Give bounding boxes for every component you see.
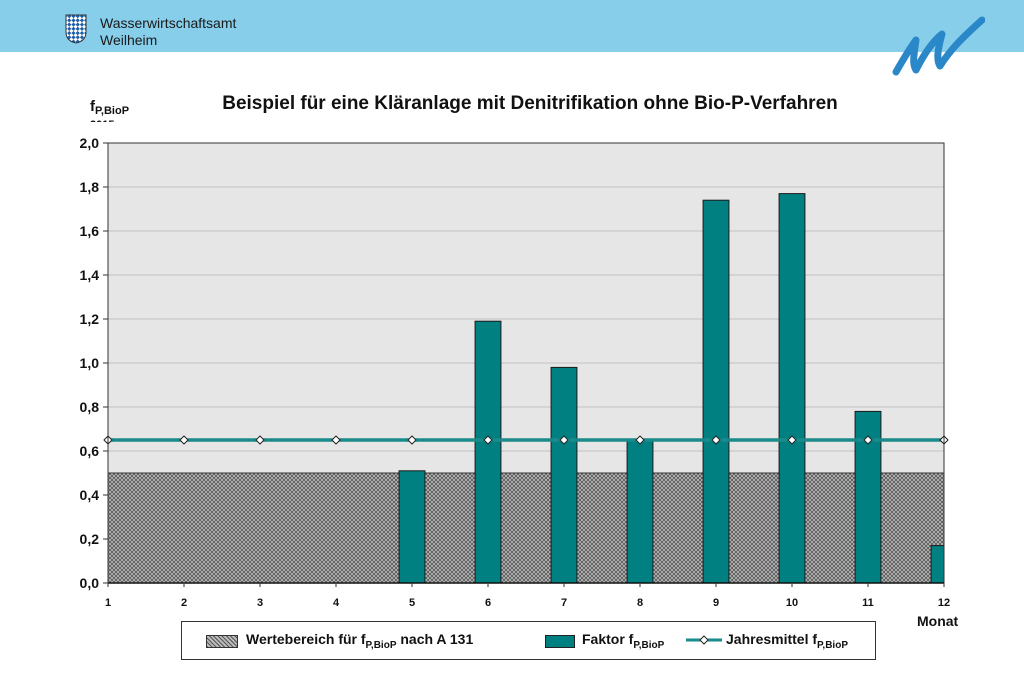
x-tick-label: 7 xyxy=(561,597,567,609)
y-axis-label: fP,BioP 2015 xyxy=(90,98,129,122)
mean-line-marker xyxy=(483,435,493,445)
bar xyxy=(626,439,654,584)
y-tick-label: 1,4 xyxy=(80,267,100,283)
legend-range-band-suffix: nach A 131 xyxy=(396,631,474,647)
bar xyxy=(702,199,730,584)
x-tick-label: 3 xyxy=(257,597,263,609)
y-tick-labels: 0,0 0,2 0,4 0,6 0,8 1,0 1,2 1,4 1,6 1,8 2,0 xyxy=(80,135,100,591)
header-bar: Wasserwirtschaftsamt Weilheim xyxy=(0,0,1024,76)
x-tick-labels: 1 2 3 4 5 6 7 8 9 10 11 12 xyxy=(105,583,950,609)
y-tick-label: 2,0 xyxy=(80,135,100,151)
axes xyxy=(107,142,945,584)
legend-item-line: Jahresmittel fP,BioP xyxy=(726,631,848,651)
mean-line-marker xyxy=(255,435,265,445)
x-tick-label: 1 xyxy=(105,597,111,609)
legend-item-bar: Faktor fP,BioP xyxy=(582,631,664,651)
x-tick-label: 4 xyxy=(333,597,340,609)
y-axis-label-sub: P,BioP xyxy=(95,105,130,117)
y-axis-label-clipped: 2015 xyxy=(90,120,129,122)
legend-line-sub: P,BioP xyxy=(817,639,848,651)
legend-range-band-name: Wertebereich für f xyxy=(246,631,366,647)
x-tick-label: 6 xyxy=(485,597,491,609)
y-tick-label: 0,6 xyxy=(80,443,100,459)
legend-bar-sub: P,BioP xyxy=(633,639,665,651)
legend-swatch-line xyxy=(686,635,722,645)
x-tick-label: 12 xyxy=(938,597,950,609)
bar xyxy=(550,366,578,584)
y-tick-label: 1,2 xyxy=(80,311,100,327)
chart-title: Beispiel für eine Kläranlage mit Denitri… xyxy=(222,93,838,114)
legend-swatch-bar xyxy=(545,635,575,648)
range-band xyxy=(107,472,945,584)
mean-line-marker xyxy=(635,435,645,445)
y-tick-label: 0,0 xyxy=(80,575,100,591)
wwa-wave-logo-icon xyxy=(892,16,985,76)
mean-line-series xyxy=(103,435,949,445)
y-tick-label: 0,8 xyxy=(80,399,100,415)
legend: Wertebereich für fP,BioP nach A 131 Fakt… xyxy=(181,621,876,660)
mean-line-marker xyxy=(559,435,569,445)
mean-line-marker xyxy=(863,435,873,445)
bar xyxy=(398,470,426,584)
y-tick-label: 1,8 xyxy=(80,179,100,195)
y-axis-label-base: f xyxy=(90,98,95,115)
organization-name-line2: Weilheim xyxy=(100,32,158,48)
x-tick-label: 2 xyxy=(181,597,187,609)
x-axis-label: Monat xyxy=(917,613,959,629)
legend-range-band-sub: P,BioP xyxy=(365,639,397,651)
organization-name: Wasserwirtschaftsamt Weilheim xyxy=(100,15,236,49)
mean-line-marker xyxy=(407,435,417,445)
bar-series xyxy=(398,193,945,584)
legend-swatch-range-band xyxy=(206,635,238,648)
y-tick-label: 0,4 xyxy=(80,487,100,503)
organization-name-line1: Wasserwirtschaftsamt xyxy=(100,15,237,31)
x-tick-label: 10 xyxy=(786,597,798,609)
bavarian-crest-icon xyxy=(65,14,87,44)
mean-line-marker xyxy=(787,435,797,445)
legend-item-range-band: Wertebereich für fP,BioP nach A 131 xyxy=(246,631,473,651)
bar xyxy=(930,545,945,584)
x-tick-label: 11 xyxy=(862,597,874,609)
mean-line-marker xyxy=(711,435,721,445)
y-tick-label: 0,2 xyxy=(80,531,100,547)
mean-line-marker xyxy=(331,435,341,445)
legend-line-name: Jahresmittel f xyxy=(726,631,818,647)
x-tick-label: 5 xyxy=(409,597,415,609)
y-tick-label: 1,6 xyxy=(80,223,100,239)
legend-bar-name: Faktor f xyxy=(582,631,634,647)
bar xyxy=(474,320,502,584)
x-tick-label: 9 xyxy=(713,597,719,609)
y-tick-label: 1,0 xyxy=(80,355,100,371)
bar xyxy=(778,193,806,584)
x-tick-label: 8 xyxy=(637,597,643,609)
mean-line-marker xyxy=(179,435,189,445)
